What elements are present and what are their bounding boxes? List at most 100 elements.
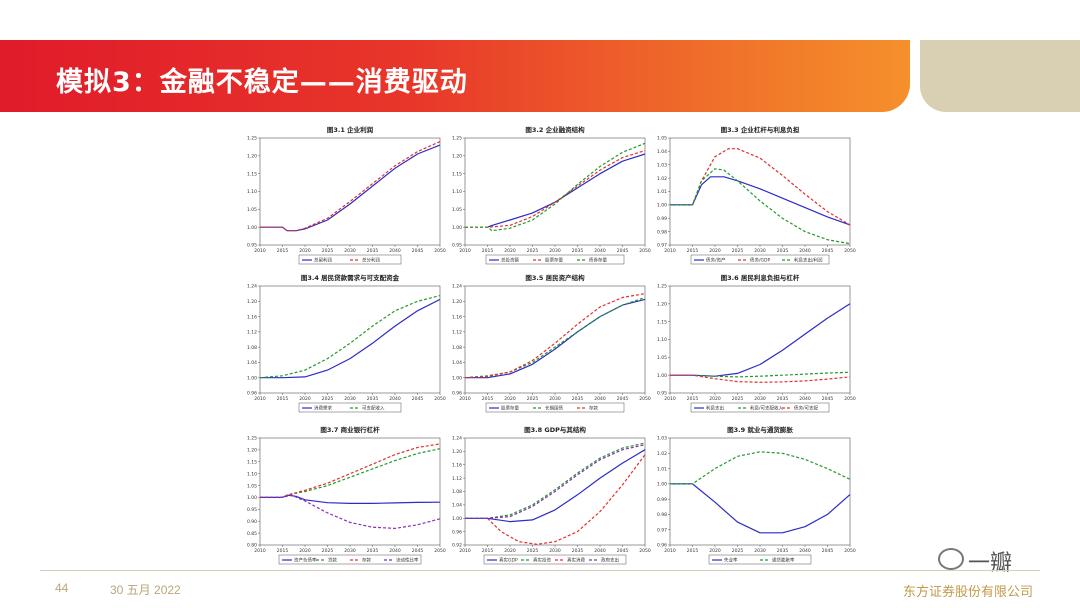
x-tick-label: 2040 [799,248,811,254]
chart-3-8: 图3.8 GDP与其结构 0.92 0.96 1.00 1.04 1.08 1.12 1.16… [445,424,653,572]
chart-3-5: 图3.5 居民资产结构 0.96 1.00 1.04 1.08 1.12 1.16 1.20 1… [445,272,653,420]
x-tick-label: 2045 [822,396,834,402]
x-tick-label: 2020 [709,396,721,402]
y-tick-label: 0.97 [657,243,667,249]
y-tick-label: 1.00 [452,516,462,522]
y-tick-label: 0.98 [657,229,667,235]
chart-3-6: 图3.6 居民利息负担与杠杆 0.95 1.00 1.05 1.10 1.15 1.20 1.… [650,272,858,420]
chart-title: 图3.5 居民资产结构 [525,273,585,282]
y-tick-label: 1.05 [452,207,462,213]
y-tick-label: 1.04 [247,360,257,366]
x-tick-label: 2025 [322,548,334,554]
chart-3-7: 图3.7 商业银行杠杆 0.80 0.85 0.90 0.95 1.00 1.05 1.10 1… [240,424,448,572]
y-tick-label: 1.15 [247,171,257,177]
y-tick-label: 1.20 [452,299,462,305]
slide-title: 模拟3：金融不稳定——消费驱动 [56,67,468,98]
y-tick-label: 1.15 [657,319,667,325]
plot-frame [669,137,851,246]
y-tick-label: 1.10 [247,189,257,195]
x-tick-label: 2030 [344,396,356,402]
chart-title: 图3.9 就业与通货膨胀 [727,425,793,434]
x-tick-label: 2020 [299,396,311,402]
plot-frame [259,437,441,546]
x-tick-label: 2030 [754,248,766,254]
y-tick-label: 1.08 [247,345,257,351]
legend-label: 真实GDP [499,557,518,564]
x-tick-label: 2020 [299,248,311,254]
chart-title: 图3.6 居民利息负担与杠杆 [721,273,800,282]
series-line [487,454,646,545]
legend-label: 债券存量 [589,257,607,264]
x-tick-label: 2045 [617,548,629,554]
wechat-icon [938,548,964,570]
x-tick-label: 2050 [639,248,651,254]
y-tick-label: 1.10 [247,471,257,477]
x-tick-label: 2015 [687,248,699,254]
series-line [260,141,441,232]
chart-title: 图3.8 GDP与其结构 [524,425,586,434]
y-tick-label: 1.05 [657,136,667,142]
y-tick-label: 0.96 [247,391,257,397]
y-tick-label: 1.04 [657,149,667,155]
y-tick-label: 1.24 [452,284,462,290]
x-tick-label: 2020 [504,396,516,402]
x-tick-label: 2010 [459,396,471,402]
y-tick-label: 1.00 [247,225,257,231]
x-tick-label: 2040 [594,396,606,402]
series-line [465,298,646,379]
y-tick-label: 0.90 [247,519,257,525]
y-tick-label: 1.00 [247,495,257,501]
y-tick-label: 1.15 [452,171,462,177]
x-tick-label: 2015 [277,548,289,554]
legend-label: 存款 [589,405,598,412]
x-tick-label: 2030 [754,396,766,402]
x-tick-label: 2025 [527,396,539,402]
plot-frame [464,137,646,246]
y-tick-label: 1.16 [247,314,257,320]
legend-label: 真实投资 [533,557,551,564]
y-tick-label: 1.01 [657,466,667,472]
legend-label: 总分利润 [362,257,380,264]
y-tick-label: 1.00 [657,373,667,379]
legend-label: 消费需求 [314,405,332,412]
company-name: 东方证券股份有限公司 [903,584,1034,599]
footer-divider [40,570,1040,571]
x-tick-label: 2010 [254,396,266,402]
page-number: 44 [55,581,69,595]
x-tick-label: 2045 [617,248,629,254]
y-tick-label: 1.20 [657,302,667,308]
series-line [670,371,851,378]
legend-label: 失业率 [724,557,738,564]
x-tick-label: 2045 [822,548,834,554]
x-tick-label: 2050 [844,396,856,402]
x-tick-label: 2035 [367,248,379,254]
chart-svg: 图3.2 企业融资结构 0.95 1.00 1.05 1.10 1.15 1.20 1.25 2… [452,125,651,265]
x-tick-label: 2050 [434,248,446,254]
x-tick-label: 2020 [299,548,311,554]
chart-title: 图3.3 企业杠杆与利息负担 [721,125,800,134]
y-tick-label: 0.85 [247,531,257,537]
x-tick-label: 2030 [344,248,356,254]
x-tick-label: 2010 [664,548,676,554]
y-tick-label: 1.25 [452,136,462,142]
chart-3-2: 图3.2 企业融资结构 0.95 1.00 1.05 1.10 1.15 1.20 1.25 2… [445,124,653,272]
y-tick-label: 1.10 [452,189,462,195]
x-tick-label: 2050 [639,396,651,402]
x-tick-label: 2010 [459,548,471,554]
chart-svg: 图3.8 GDP与其结构 0.92 0.96 1.00 1.04 1.08 1.12 1.16… [452,425,651,565]
x-tick-label: 2035 [777,396,789,402]
y-tick-label: 0.95 [247,243,257,249]
legend-label: 通货膨胀率 [772,557,795,564]
y-tick-label: 0.95 [452,243,462,249]
x-tick-label: 2025 [527,548,539,554]
x-tick-label: 2020 [504,248,516,254]
y-tick-label: 0.98 [657,512,667,518]
x-tick-label: 2015 [482,548,494,554]
plot-frame [669,437,851,546]
x-tick-label: 2030 [549,248,561,254]
chart-title: 图3.1 企业利润 [327,125,374,134]
x-tick-label: 2015 [687,396,699,402]
y-tick-label: 0.80 [247,543,257,549]
y-tick-label: 1.05 [657,355,667,361]
slide-date: 30 五月 2022 [110,583,181,597]
